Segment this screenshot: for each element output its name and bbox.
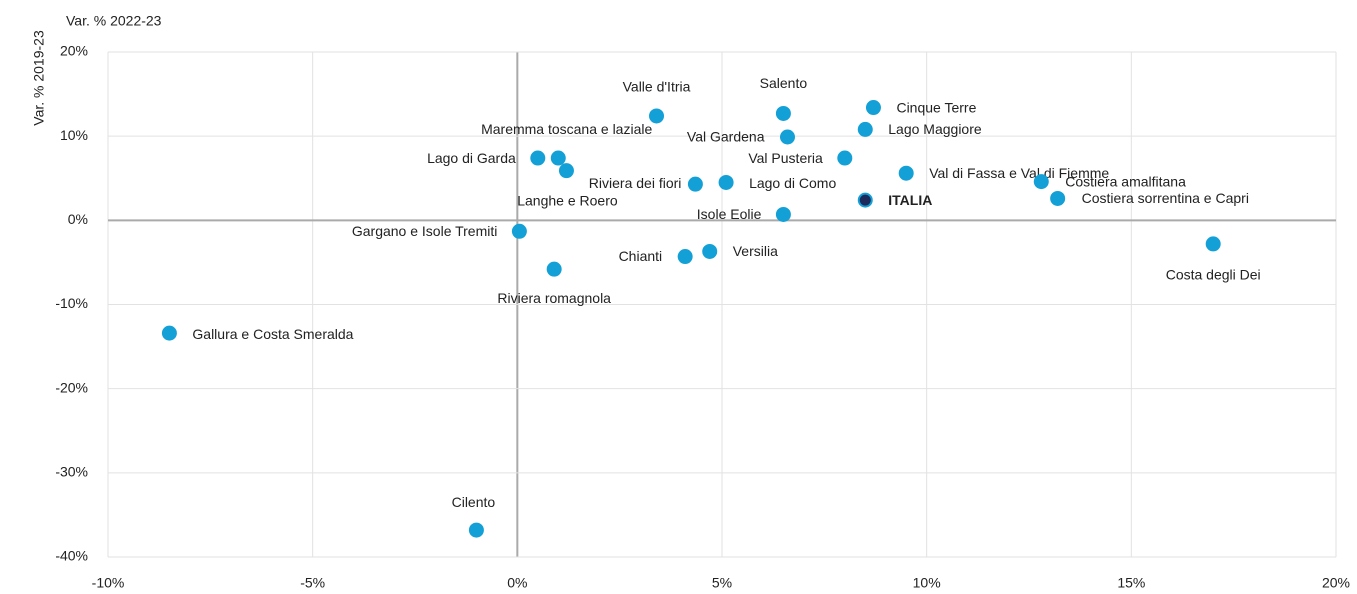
point (837, 150, 853, 166)
point (649, 108, 665, 124)
point (511, 223, 527, 239)
point-label: Versilia (733, 243, 778, 259)
point-label: Lago di Como (749, 175, 836, 191)
point (857, 192, 873, 208)
point-label: Gargano e Isole Tremiti (352, 223, 498, 239)
x-tick-label: 5% (712, 575, 732, 591)
point (865, 100, 881, 116)
point-label: Lago di Garda (427, 150, 516, 166)
point (775, 206, 791, 222)
y-tick-label: 0% (68, 211, 88, 227)
point-label: Riviera romagnola (497, 290, 611, 306)
point (687, 176, 703, 192)
point-label: Chianti (619, 248, 663, 264)
point (1205, 236, 1221, 252)
y-tick-label: 10% (60, 127, 88, 143)
point-label: Val Pusteria (748, 150, 823, 166)
point (702, 243, 718, 259)
point (857, 121, 873, 137)
x-tick-label: -5% (300, 575, 325, 591)
point (677, 249, 693, 265)
point-label: Costiera amalfitana (1065, 173, 1186, 189)
x-tick-label: 0% (507, 575, 527, 591)
point (546, 261, 562, 277)
point-label: Valle d'Itria (623, 79, 691, 95)
point-label: Maremma toscana e laziale (481, 121, 652, 137)
point-label: Cilento (452, 494, 496, 510)
y-tick-label: -40% (55, 548, 88, 564)
point (530, 150, 546, 166)
y-tick-label: -30% (55, 464, 88, 480)
point-label: Riviera dei fiori (589, 175, 682, 191)
point (550, 150, 566, 166)
point-label: Cinque Terre (896, 99, 976, 115)
point (775, 105, 791, 121)
point-label: Isole Eolie (697, 206, 762, 222)
point-label: Val Gardena (687, 129, 765, 145)
y-tick-label: -20% (55, 379, 88, 395)
point (718, 174, 734, 190)
x-tick-label: 20% (1322, 575, 1350, 591)
point-label: ITALIA (888, 192, 932, 208)
point-label: Val di Fassa e Val di Fiemme (929, 165, 1109, 181)
point-label: Gallura e Costa Smeralda (192, 326, 353, 342)
x-axis-label: Var. % 2022-23 (66, 13, 162, 29)
point (558, 163, 574, 179)
x-tick-label: 15% (1117, 575, 1145, 591)
point-label: Lago Maggiore (888, 121, 982, 137)
point-label: Costiera sorrentina e Capri (1082, 190, 1249, 206)
point (468, 522, 484, 538)
point (779, 129, 795, 145)
x-tick-label: -10% (92, 575, 125, 591)
point-label: Costa degli Dei (1166, 267, 1261, 283)
point (161, 325, 177, 341)
y-tick-label: 20% (60, 43, 88, 59)
point (1050, 190, 1066, 206)
y-axis-label: Var. % 2019-23 (31, 30, 47, 126)
point-label: Salento (760, 75, 808, 91)
y-tick-label: -10% (55, 295, 88, 311)
x-tick-label: 10% (913, 575, 941, 591)
point-label: Langhe e Roero (517, 192, 618, 208)
point (898, 165, 914, 181)
point (1033, 174, 1049, 190)
